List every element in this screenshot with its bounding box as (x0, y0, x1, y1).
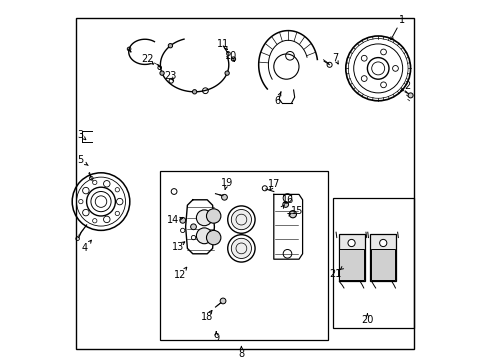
Bar (370, 234, 396, 281)
Circle shape (283, 202, 289, 207)
Text: 12: 12 (174, 270, 186, 280)
Circle shape (231, 238, 251, 258)
Text: 18: 18 (201, 312, 213, 322)
Text: 1: 1 (398, 15, 405, 25)
Text: 11: 11 (217, 39, 229, 49)
Circle shape (160, 71, 164, 75)
Circle shape (380, 239, 387, 247)
Text: 3: 3 (77, 130, 84, 140)
Bar (339, 249, 364, 280)
Circle shape (196, 228, 212, 244)
Circle shape (168, 44, 172, 48)
Text: 13: 13 (172, 242, 185, 252)
Circle shape (408, 93, 413, 98)
Text: 14: 14 (167, 215, 179, 225)
Text: 5: 5 (77, 155, 84, 165)
Circle shape (206, 209, 221, 223)
Text: 16: 16 (282, 195, 294, 205)
Circle shape (221, 194, 227, 200)
Text: 19: 19 (221, 178, 233, 188)
Text: 23: 23 (164, 71, 176, 81)
Circle shape (196, 210, 212, 226)
Text: 4: 4 (82, 243, 88, 253)
Circle shape (231, 210, 251, 230)
Circle shape (180, 217, 186, 223)
Bar (371, 249, 395, 280)
Bar (339, 234, 365, 281)
Circle shape (348, 239, 355, 247)
Circle shape (289, 211, 296, 218)
Circle shape (206, 230, 221, 245)
Bar (333, 198, 414, 328)
Text: 22: 22 (141, 54, 153, 64)
Text: 7: 7 (332, 53, 338, 63)
Text: 6: 6 (274, 96, 280, 106)
Text: 8: 8 (238, 348, 245, 359)
Circle shape (193, 90, 197, 94)
Circle shape (225, 71, 229, 75)
Text: 17: 17 (268, 179, 280, 189)
Bar (160, 171, 328, 340)
Text: 20: 20 (361, 315, 373, 325)
Circle shape (220, 298, 226, 304)
Text: 2: 2 (404, 81, 410, 91)
Circle shape (191, 224, 196, 230)
Text: 9: 9 (213, 333, 219, 343)
Text: 15: 15 (291, 206, 303, 216)
Text: 21: 21 (329, 269, 341, 279)
Text: 10: 10 (224, 51, 237, 61)
